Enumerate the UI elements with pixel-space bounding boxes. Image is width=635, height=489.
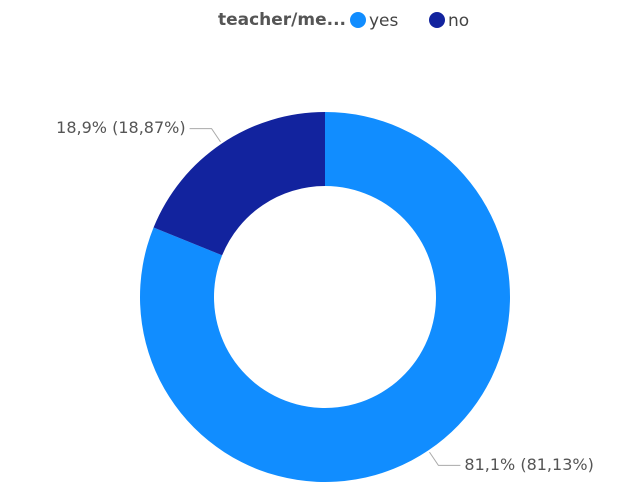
slice bbox=[139, 112, 510, 482]
leader-line bbox=[429, 451, 461, 466]
slice-label: 81,1% (81,13%) bbox=[464, 455, 593, 474]
legend-marker bbox=[350, 12, 366, 28]
legend-title: teacher/me... bbox=[218, 10, 346, 30]
leader-line bbox=[189, 128, 221, 143]
legend-label: yes bbox=[369, 11, 399, 31]
legend-marker bbox=[429, 12, 445, 28]
slice-label: 18,9% (18,87%) bbox=[56, 118, 185, 137]
slice bbox=[153, 112, 325, 256]
legend-label: no bbox=[448, 11, 469, 31]
